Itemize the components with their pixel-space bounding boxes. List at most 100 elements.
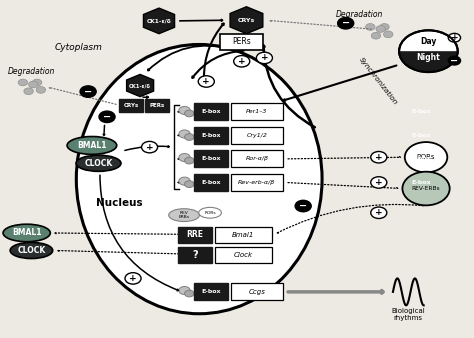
Text: REV
ERBs: REV ERBs [179,211,190,219]
Ellipse shape [67,137,117,154]
Text: Degradation: Degradation [8,67,55,76]
Text: ?: ? [192,250,198,260]
Text: REV-ERBs: REV-ERBs [412,186,440,191]
Circle shape [376,26,385,32]
Text: +: + [202,77,210,86]
Circle shape [337,18,354,29]
Circle shape [234,55,250,67]
Text: −: − [84,87,92,97]
Circle shape [256,52,273,64]
Circle shape [448,33,461,42]
Text: Nucleus: Nucleus [97,198,143,208]
Circle shape [371,207,387,218]
Ellipse shape [76,155,121,171]
Text: E-box: E-box [201,109,221,114]
Text: Bmal1: Bmal1 [232,232,255,238]
Ellipse shape [10,242,53,259]
Text: Ror-α/β: Ror-α/β [246,156,268,162]
Text: CRYs: CRYs [238,18,255,23]
Circle shape [184,157,194,164]
Circle shape [184,134,194,140]
Bar [194,150,228,167]
Text: +: + [261,53,268,63]
Circle shape [125,273,141,284]
Text: CK1-ε/δ: CK1-ε/δ [146,18,172,23]
Bar [220,34,263,50]
Circle shape [405,142,447,172]
Text: E-box: E-box [411,180,431,185]
Text: −: − [450,56,458,66]
Circle shape [371,177,387,188]
Text: +: + [375,153,383,162]
Bar [194,127,228,144]
Text: Biological
rhythms: Biological rhythms [391,308,425,321]
Text: Ccgs: Ccgs [248,289,265,295]
Text: Day: Day [420,37,437,46]
Circle shape [179,153,190,162]
Circle shape [32,79,42,86]
Bar [231,284,283,300]
Circle shape [371,32,381,39]
Text: CK1-ε/δ: CK1-ε/δ [129,83,151,88]
Bar [194,284,228,300]
Text: E-box: E-box [201,289,221,294]
Text: RORs: RORs [417,154,435,160]
Text: PERs: PERs [232,37,251,46]
Text: −: − [299,201,307,211]
Circle shape [380,24,389,30]
Wedge shape [399,51,458,72]
Circle shape [402,172,450,206]
Circle shape [179,287,190,294]
Text: Clock: Clock [234,252,253,258]
Bar [178,247,212,263]
Circle shape [99,111,115,123]
Text: BMAL1: BMAL1 [12,228,41,238]
Text: E-box: E-box [201,156,221,162]
Text: E-box: E-box [201,133,221,138]
Text: RORs: RORs [204,211,216,215]
Bar [231,174,283,191]
Text: +: + [238,57,246,66]
Circle shape [365,24,375,30]
Text: Rev-erb-α/β: Rev-erb-α/β [238,180,275,185]
Text: +: + [451,33,458,42]
Bar [215,247,272,263]
Circle shape [184,181,194,188]
Circle shape [36,87,46,93]
Text: E-box: E-box [411,109,431,114]
Text: Per1–3: Per1–3 [246,109,267,114]
Bar [194,174,228,191]
Text: Degradation: Degradation [336,10,383,19]
Bar [215,227,272,243]
Text: +: + [375,208,383,217]
Circle shape [448,56,461,65]
Polygon shape [144,8,174,34]
Bar [145,99,169,113]
Polygon shape [127,74,154,97]
Circle shape [179,130,190,138]
Circle shape [198,76,214,87]
Text: −: − [103,112,111,122]
Text: +: + [146,143,154,152]
Text: +: + [375,178,383,187]
Bar [231,150,283,167]
Circle shape [80,86,96,97]
Circle shape [371,151,387,163]
Ellipse shape [169,209,200,221]
Bar [231,103,283,120]
Polygon shape [230,7,263,34]
Text: E-box: E-box [201,180,221,185]
Text: CLOCK: CLOCK [17,246,46,255]
Text: Night: Night [417,53,440,62]
Text: Cytoplasm: Cytoplasm [55,43,102,52]
Circle shape [295,200,311,212]
Text: Synchronization: Synchronization [358,57,399,106]
Text: Cry1/2: Cry1/2 [246,133,267,138]
Circle shape [28,81,38,88]
Circle shape [179,177,190,185]
Text: CRYs: CRYs [124,102,139,107]
Text: PERs: PERs [149,102,165,107]
Text: BMAL1: BMAL1 [77,141,107,150]
Circle shape [399,30,458,72]
Text: E-box: E-box [411,133,431,138]
